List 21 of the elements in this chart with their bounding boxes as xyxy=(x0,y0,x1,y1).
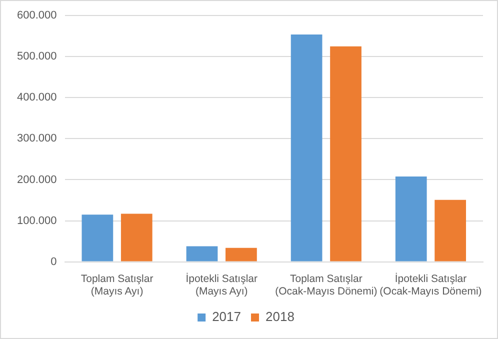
x-tick-label: Toplam Satışlar (Ocak-Mayıs Dönemi) xyxy=(275,272,378,298)
y-tick-label: 200.000 xyxy=(16,174,57,186)
y-tick-label: 400.000 xyxy=(16,92,57,104)
y-tick-label: 600.000 xyxy=(16,10,57,22)
y-tick-label: 0 xyxy=(50,256,57,268)
bar xyxy=(186,246,218,262)
bar xyxy=(120,214,152,262)
x-tick-label: İpotekli Satışlar (Ocak-Mayıs Dönemi) xyxy=(380,272,482,298)
y-tick-label: 500.000 xyxy=(16,50,57,63)
bar xyxy=(82,214,114,262)
bar xyxy=(434,200,466,262)
x-tick-label: Toplam Satışlar (Mayıs Ayı) xyxy=(80,272,154,298)
y-tick-label: 100.000 xyxy=(16,214,57,227)
x-tick-label: İpotekli Satışlar (Mayıs Ayı) xyxy=(186,272,258,298)
bar xyxy=(226,248,257,262)
legend-label: 2017 xyxy=(212,309,241,324)
bar xyxy=(330,46,362,262)
y-tick-label: 300.000 xyxy=(16,132,57,145)
legend-label: 2018 xyxy=(266,309,294,324)
bar xyxy=(290,34,322,262)
bar xyxy=(395,176,427,262)
